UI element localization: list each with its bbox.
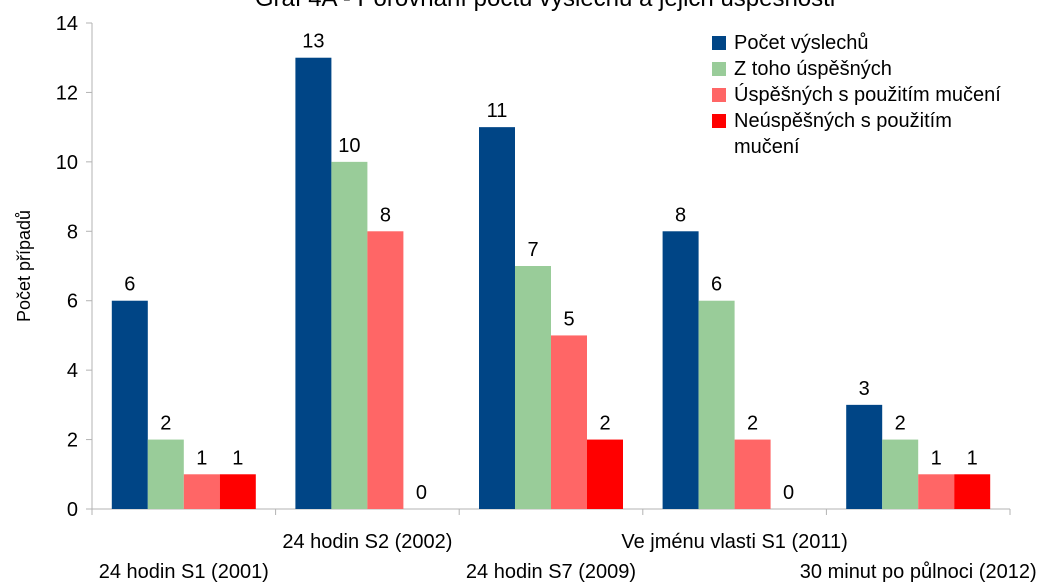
data-label: 0 <box>416 482 427 504</box>
legend-swatch <box>712 62 726 76</box>
y-tick-label: 2 <box>67 430 78 452</box>
bar <box>515 266 551 509</box>
bar <box>846 404 883 509</box>
bar <box>954 474 991 509</box>
bar <box>551 335 587 509</box>
y-tick-label: 4 <box>67 360 78 382</box>
legend: Počet výslechů Z toho úspěšných Úspěšných … <box>712 30 1012 160</box>
legend-item: Počet výslechů <box>712 30 1012 56</box>
bar <box>662 231 699 510</box>
data-label: 1 <box>196 447 207 469</box>
x-tick-label: Ve jménu vlasti S1 (2011) <box>621 531 847 553</box>
chart-title: Graf 4A - Porovnání počtu výslechů a jej… <box>255 0 835 12</box>
legend-label: Z toho úspěšných <box>734 58 892 80</box>
data-label: 2 <box>599 413 610 435</box>
data-label: 2 <box>895 413 906 435</box>
legend-label: Úspěšných s použitím mučení <box>734 84 1001 106</box>
data-label: 6 <box>124 274 135 296</box>
x-tick-label: 30 minut po půlnoci (2012) <box>800 561 1037 583</box>
bar <box>331 161 368 509</box>
data-label: 0 <box>783 482 794 504</box>
legend-label: Neúspěšných s použitím mučení <box>734 110 952 158</box>
bar <box>183 474 220 509</box>
y-tick-label: 10 <box>56 152 78 174</box>
y-tick-label: 0 <box>67 499 78 521</box>
y-tick-label: 12 <box>56 82 78 104</box>
bar <box>918 474 955 509</box>
x-tick-label: 24 hodin S7 (2009) <box>466 561 636 583</box>
x-tick-label: 24 hodin S2 (2002) <box>282 531 452 553</box>
legend-label: Počet výslechů <box>734 32 869 54</box>
data-label: 2 <box>747 413 758 435</box>
bar <box>734 439 771 509</box>
legend-swatch <box>712 36 726 50</box>
legend-item: Neúspěšných s použitím mučení <box>712 108 1012 160</box>
legend-item: Úspěšných s použitím mučení <box>712 82 1012 108</box>
bar <box>111 300 148 509</box>
y-tick-label: 8 <box>67 221 78 243</box>
legend-item: Z toho úspěšných <box>712 56 1012 82</box>
data-label: 8 <box>675 204 686 226</box>
data-label: 13 <box>302 31 324 53</box>
data-label: 1 <box>931 447 942 469</box>
legend-swatch <box>712 114 726 128</box>
data-label: 6 <box>711 274 722 296</box>
y-axis-label: Počet případů <box>14 210 34 322</box>
y-tick-label: 6 <box>67 291 78 313</box>
data-label: 11 <box>487 100 508 122</box>
bar <box>882 439 919 509</box>
data-label: 7 <box>527 239 538 261</box>
x-tick-label: 24 hodin S1 (2001) <box>99 561 269 583</box>
data-label: 1 <box>967 447 978 469</box>
bar <box>587 439 623 509</box>
bar <box>147 439 184 509</box>
data-label: 10 <box>338 135 360 157</box>
data-label: 5 <box>563 308 574 330</box>
y-tick-label: 14 <box>56 13 78 35</box>
legend-swatch <box>712 88 726 102</box>
data-label: 3 <box>859 378 870 400</box>
bar <box>219 474 256 509</box>
data-label: 1 <box>232 447 243 469</box>
data-label: 2 <box>160 413 171 435</box>
bar <box>295 57 332 509</box>
bar <box>698 300 735 509</box>
bar <box>367 231 404 510</box>
bar <box>479 127 515 510</box>
data-label: 8 <box>380 204 391 226</box>
